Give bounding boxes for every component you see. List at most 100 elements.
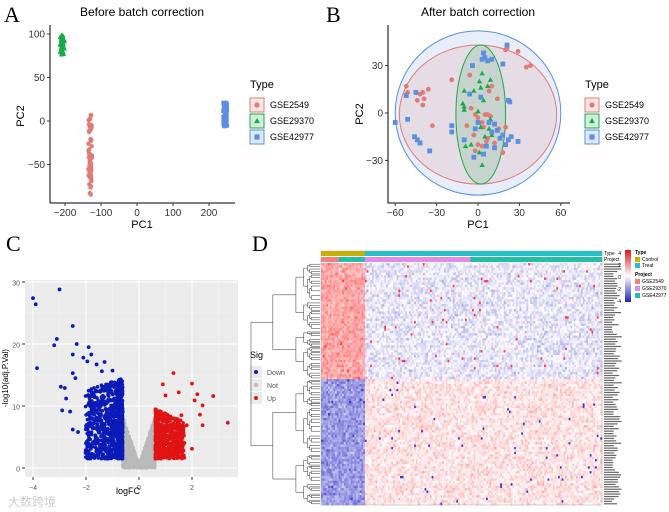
heatmap-cell	[545, 279, 548, 283]
heatmap-cell	[422, 263, 425, 266]
data-point-gse2549	[430, 123, 435, 129]
data-point-down	[33, 302, 38, 307]
heatmap-cell	[415, 270, 418, 273]
project-annotation-cell	[329, 257, 332, 262]
legend-marker	[589, 134, 595, 140]
heatmap-cell	[587, 279, 591, 283]
heatmap-cell	[510, 282, 513, 286]
heatmap-cell	[361, 282, 364, 286]
heatmap-cell	[417, 267, 420, 271]
project-annotation-cell	[503, 257, 506, 262]
heatmap-cell	[336, 267, 339, 271]
heatmap-cell	[338, 270, 341, 273]
heatmap-cell	[512, 265, 515, 269]
heatmap-cell	[410, 272, 413, 276]
heatmap-cell	[542, 282, 545, 286]
type-annotation-cell	[405, 251, 408, 256]
heatmap-cell	[517, 279, 520, 283]
heatmap-cell	[577, 263, 580, 266]
heatmap-cell	[447, 279, 450, 283]
project-annotation-cell	[580, 257, 583, 262]
heatmap-cell	[586, 279, 589, 283]
heatmap-cell	[350, 265, 353, 269]
legend-entry-gse29370: GSE29370	[605, 116, 649, 126]
heatmap-cell	[456, 263, 459, 266]
y-tick-label: −50	[28, 160, 45, 171]
heatmap-cell	[449, 277, 452, 281]
heatmap-cell	[482, 267, 485, 271]
data-point-up	[178, 432, 183, 437]
heatmap-cell	[375, 265, 378, 269]
dendrogram-branch	[311, 426, 320, 432]
heatmap-cell	[366, 265, 369, 269]
heatmap-cell	[419, 282, 422, 286]
heatmap-cell	[505, 267, 508, 271]
heatmap-cell	[393, 277, 396, 281]
heatmap-cell	[373, 279, 376, 283]
heatmap-cell	[496, 265, 499, 269]
heatmap-cell	[526, 267, 529, 271]
heatmap-cell	[491, 265, 494, 269]
heatmap-cell	[531, 275, 534, 278]
type-annotation-cell	[408, 251, 411, 256]
heatmap-cell	[412, 270, 415, 273]
heatmap-cell	[364, 277, 367, 281]
heatmap-cell	[500, 279, 503, 283]
heatmap-cell	[552, 263, 555, 266]
dendrogram-branch	[303, 459, 308, 472]
data-point-gse29370	[58, 47, 64, 52]
heatmap-cell	[489, 279, 492, 283]
heatmap-cell	[545, 265, 548, 269]
data-point-gse2549	[89, 112, 94, 118]
heatmap-cell	[470, 282, 473, 286]
heatmap-cell	[400, 279, 403, 283]
heatmap-cell	[428, 263, 431, 266]
heatmap-cell	[419, 263, 422, 266]
heatmap-cell	[575, 279, 578, 283]
data-point-down	[106, 392, 111, 396]
heatmap-cell	[531, 265, 534, 269]
heatmap-cell	[347, 270, 350, 273]
heatmap-cell	[373, 277, 376, 281]
data-point-gse29370	[476, 149, 483, 155]
project-annotation-cell	[321, 257, 324, 262]
type-annotation-cell	[401, 251, 404, 256]
project-annotation-cell	[565, 257, 568, 262]
heatmap-cell	[538, 277, 541, 281]
project-annotation-cell	[542, 257, 545, 262]
type-annotation-cell	[391, 251, 394, 256]
legend-entry-gse42977: GSE42977	[605, 132, 649, 142]
data-point-down	[117, 421, 122, 426]
heatmap-cell	[414, 277, 417, 281]
heatmap-cell	[382, 267, 385, 271]
heatmap-cell	[364, 263, 367, 266]
heatmap-cell	[512, 272, 515, 276]
heatmap-cell	[549, 263, 552, 266]
heatmap-cell	[461, 267, 464, 271]
heatmap-cell	[580, 279, 583, 283]
heatmap-cell	[417, 265, 420, 269]
type-annotation-cell	[587, 251, 591, 256]
heatmap-cell	[542, 277, 545, 281]
heatmap-cell	[333, 279, 336, 283]
heatmap-cell	[336, 270, 339, 273]
heatmap-cell	[329, 282, 332, 286]
heatmap-cell	[385, 279, 389, 283]
heatmap-cell	[442, 282, 445, 286]
heatmap-cell	[433, 270, 436, 273]
project-annotation-cell	[414, 257, 417, 262]
project-annotation-cell	[322, 257, 325, 262]
heatmap-cell	[589, 270, 592, 273]
heatmap-cell	[491, 275, 494, 278]
type-annotation-cell	[340, 251, 343, 256]
panel-label-a: A	[4, 2, 20, 27]
heatmap-cell	[440, 282, 443, 286]
heatmap-cell	[589, 279, 592, 283]
heatmap-cell	[515, 282, 518, 286]
project-annotation-cell	[487, 257, 490, 262]
data-point-gse42977	[427, 148, 433, 154]
heatmap-cell	[519, 275, 522, 278]
y-tick-label: 30	[12, 281, 20, 288]
heatmap-cell	[554, 270, 557, 273]
